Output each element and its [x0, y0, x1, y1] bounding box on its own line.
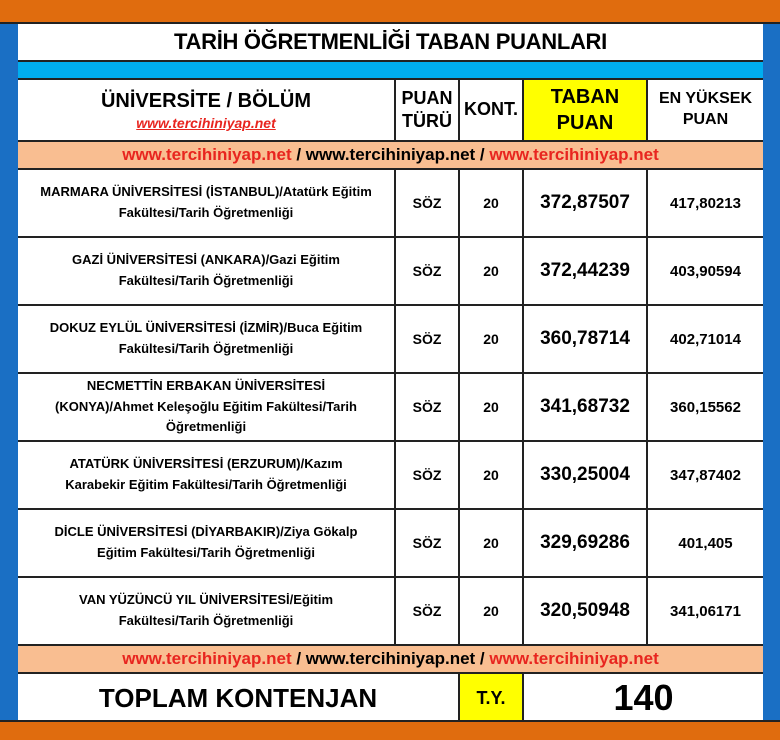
taban-puan: 360,78714 [524, 306, 648, 372]
blue-divider [18, 62, 763, 80]
puan-turu: SÖZ [396, 442, 460, 508]
separator: / [291, 649, 306, 668]
university-name: DOKUZ EYLÜL ÜNİVERSİTESİ (İZMİR)/Buca Eğ… [18, 306, 396, 372]
taban-puan: 372,44239 [524, 238, 648, 304]
separator: / [291, 145, 306, 164]
header-text: PUAN [401, 87, 453, 108]
header-row: ÜNİVERSİTE / BÖLÜM www.tercihiniyap.net … [18, 80, 763, 142]
top-orange-bar [0, 0, 780, 24]
en-yuksek-puan: 403,90594 [670, 262, 741, 280]
taban-puan: 330,25004 [524, 442, 648, 508]
site-link[interactable]: www.tercihiniyap.net [122, 145, 292, 164]
taban-puan: 320,50948 [524, 578, 648, 644]
en-yuksek-puan: 347,87402 [670, 466, 741, 484]
site-link[interactable]: www.tercihiniyap.net [136, 114, 276, 131]
kontenjan: 20 [460, 442, 524, 508]
page-title: TARİH ÖĞRETMENLİĞİ TABAN PUANLARI [18, 24, 763, 62]
puan-turu: SÖZ [396, 374, 460, 440]
puan-turu: SÖZ [396, 578, 460, 644]
table-row: ATATÜRK ÜNİVERSİTESİ (ERZURUM)/Kazım Kar… [18, 442, 763, 510]
university-name: ATATÜRK ÜNİVERSİTESİ (ERZURUM)/Kazım Kar… [18, 442, 396, 508]
site-link[interactable]: www.tercihiniyap.net [489, 649, 659, 668]
kontenjan: 20 [460, 306, 524, 372]
site-link[interactable]: www.tercihiniyap.net [305, 649, 476, 668]
puan-turu: SÖZ [396, 510, 460, 576]
bottom-orange-bar [0, 720, 780, 740]
site-link[interactable]: www.tercihiniyap.net [305, 145, 476, 164]
header-text: EN YÜKSEK [658, 90, 753, 108]
table-row: DOKUZ EYLÜL ÜNİVERSİTESİ (İZMİR)/Buca Eğ… [18, 306, 763, 374]
puan-turu: SÖZ [396, 306, 460, 372]
total-ty: T.Y. [460, 674, 524, 722]
site-link[interactable]: www.tercihiniyap.net [122, 649, 292, 668]
kontenjan: 20 [460, 170, 524, 236]
university-name: GAZİ ÜNİVERSİTESİ (ANKARA)/Gazi Eğitim F… [18, 238, 396, 304]
puan-turu: SÖZ [396, 238, 460, 304]
separator: / [475, 145, 490, 164]
en-yuksek-puan: 402,71014 [670, 330, 741, 348]
university-name: MARMARA ÜNİVERSİTESİ (İSTANBUL)/Atatürk … [18, 170, 396, 236]
puan-turu: SÖZ [396, 170, 460, 236]
table-row: NECMETTİN ERBAKAN ÜNİVERSİTESİ (KONYA)/A… [18, 374, 763, 442]
header-kont: KONT. [460, 80, 524, 140]
en-yuksek-puan: 417,80213 [670, 194, 741, 212]
link-band-top: www.tercihiniyap.net / www.tercihiniyap.… [18, 142, 763, 170]
table-row: MARMARA ÜNİVERSİTESİ (İSTANBUL)/Atatürk … [18, 170, 763, 238]
en-yuksek-puan: 401,405 [678, 534, 733, 552]
kontenjan: 20 [460, 374, 524, 440]
header-universite: ÜNİVERSİTE / BÖLÜM www.tercihiniyap.net [18, 80, 396, 140]
university-name: VAN YÜZÜNCÜ YIL ÜNİVERSİTESİ/Eğitim Fakü… [18, 578, 396, 644]
header-taban-puan: TABAN PUAN [524, 80, 648, 140]
header-text: TABAN [550, 86, 620, 108]
kontenjan: 20 [460, 510, 524, 576]
kontenjan: 20 [460, 578, 524, 644]
separator: / [475, 649, 490, 668]
header-text: TÜRÜ [402, 111, 452, 131]
table-row: DİCLE ÜNİVERSİTESİ (DİYARBAKIR)/Ziya Gök… [18, 510, 763, 578]
kontenjan: 20 [460, 238, 524, 304]
header-en-yuksek: EN YÜKSEK PUAN [648, 80, 763, 140]
header-puan-turu: PUAN TÜRÜ [396, 80, 460, 140]
header-text: PUAN [556, 112, 614, 134]
en-yuksek-puan: 341,06171 [670, 602, 741, 620]
table-row: GAZİ ÜNİVERSİTESİ (ANKARA)/Gazi Eğitim F… [18, 238, 763, 306]
site-link[interactable]: www.tercihiniyap.net [489, 145, 659, 164]
total-row: TOPLAM KONTENJAN T.Y. 140 [18, 674, 763, 722]
university-name: DİCLE ÜNİVERSİTESİ (DİYARBAKIR)/Ziya Gök… [18, 510, 396, 576]
taban-puan: 372,87507 [524, 170, 648, 236]
total-value: 140 [613, 677, 674, 718]
taban-puan: 329,69286 [524, 510, 648, 576]
taban-puan: 341,68732 [524, 374, 648, 440]
total-label: TOPLAM KONTENJAN [18, 674, 460, 722]
link-band-bottom: www.tercihiniyap.net / www.tercihiniyap.… [18, 646, 763, 674]
score-table: TARİH ÖĞRETMENLİĞİ TABAN PUANLARI ÜNİVER… [18, 24, 763, 722]
university-name: NECMETTİN ERBAKAN ÜNİVERSİTESİ (KONYA)/A… [18, 374, 396, 440]
table-row: VAN YÜZÜNCÜ YIL ÜNİVERSİTESİ/Eğitim Fakü… [18, 578, 763, 646]
header-text: PUAN [682, 111, 729, 128]
en-yuksek-puan: 360,15562 [670, 398, 741, 416]
header-universite-label: ÜNİVERSİTE / BÖLÜM [100, 89, 311, 112]
